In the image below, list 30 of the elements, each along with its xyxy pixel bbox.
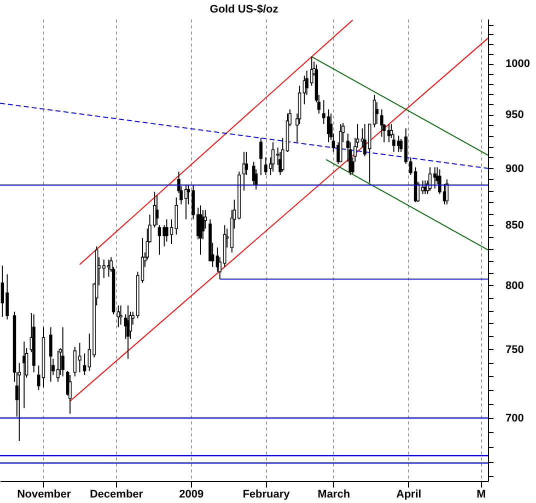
candlestick	[259, 137, 263, 176]
x-tick-label: November	[17, 488, 72, 500]
y-tick-label: 900	[506, 162, 524, 175]
y-tick-label: 850	[506, 220, 524, 232]
candlestick	[102, 259, 106, 278]
candlestick	[119, 304, 122, 326]
candlestick	[82, 352, 86, 376]
x-tick-label: February	[242, 488, 291, 500]
candlestick	[155, 194, 159, 226]
candlestick	[428, 166, 432, 192]
y-tick-label: 750	[506, 344, 524, 356]
x-tick-label: April	[396, 488, 422, 500]
candlestick	[252, 161, 256, 186]
x-tick-label: December	[90, 488, 144, 500]
candlestick	[68, 374, 72, 414]
candlestick	[375, 102, 378, 125]
x-tick-label: 2009	[179, 488, 204, 500]
candlestick	[49, 326, 52, 382]
candlestick	[158, 224, 162, 256]
candlestick	[174, 196, 178, 236]
chart-title: Gold US-$/oz	[210, 4, 279, 16]
y-tick-label: 700	[506, 412, 524, 425]
x-tick-label: March	[318, 488, 350, 500]
y-tick-label: 1000	[506, 58, 530, 70]
y-tick-label: 950	[506, 109, 524, 122]
candlestick	[399, 138, 403, 152]
y-tick-label: 800	[506, 280, 524, 292]
candlestick	[372, 94, 376, 128]
candlestick	[445, 178, 449, 205]
x-tick-label: M	[476, 488, 486, 500]
